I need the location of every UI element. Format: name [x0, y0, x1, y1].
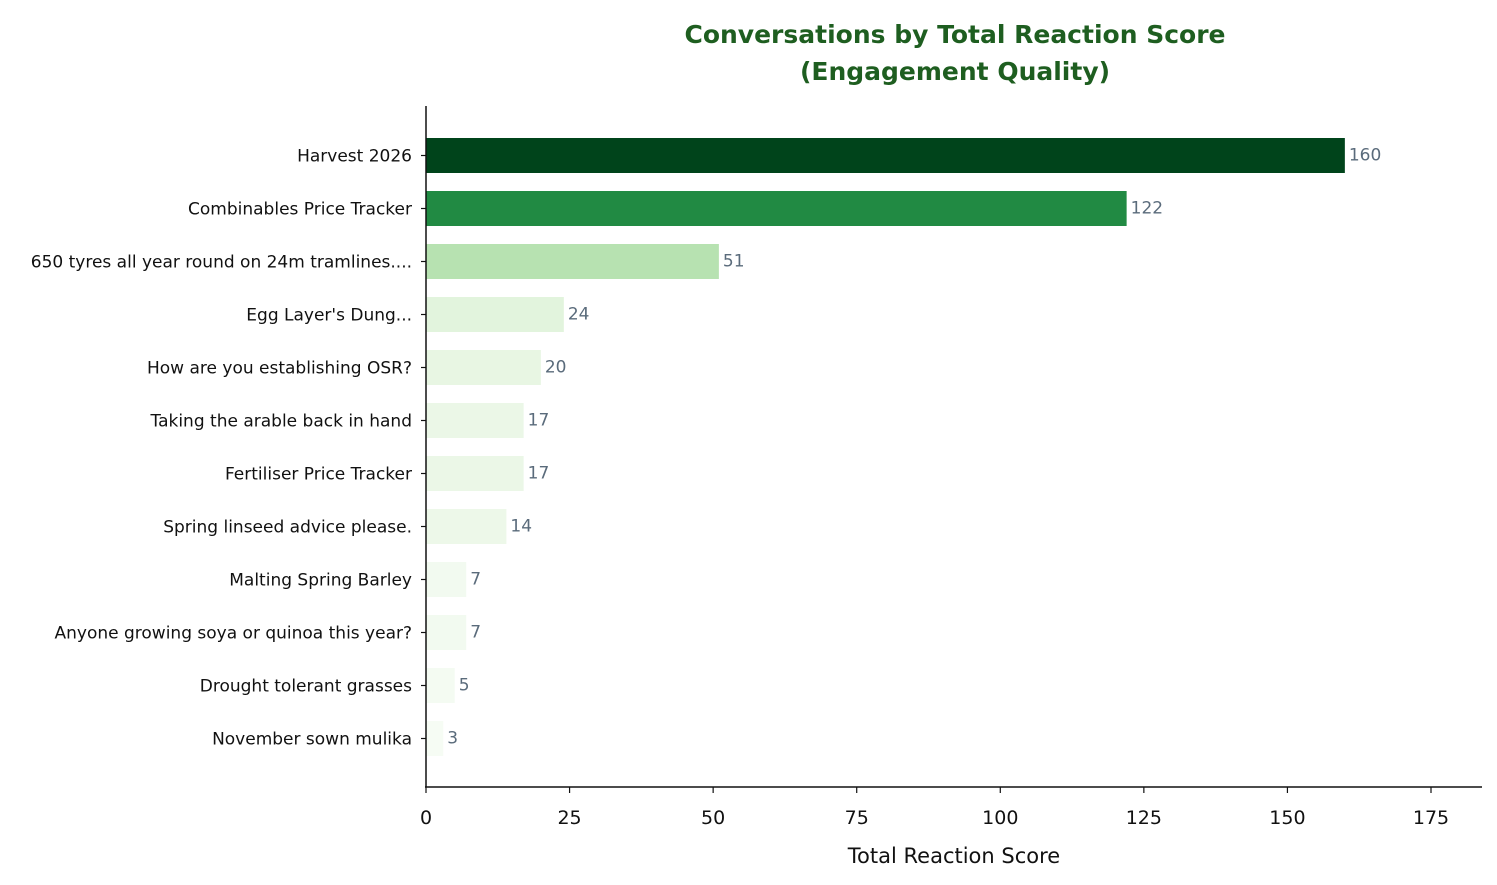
category-label: Drought tolerant grasses — [200, 677, 412, 697]
bar-8 — [426, 509, 507, 544]
value-label: 14 — [510, 517, 532, 537]
bar-11 — [426, 668, 455, 703]
bar-1 — [426, 138, 1345, 173]
bar-5 — [426, 350, 541, 385]
category-label: Fertiliser Price Tracker — [225, 465, 412, 485]
x-tick-label: 175 — [1413, 807, 1449, 829]
value-label: 122 — [1131, 199, 1163, 219]
x-tick-label: 100 — [982, 807, 1018, 829]
category-label: Anyone growing soya or quinoa this year? — [55, 624, 413, 644]
value-label: 7 — [470, 623, 481, 643]
bar-2 — [426, 191, 1127, 226]
category-label: 650 tyres all year round on 24m tramline… — [31, 253, 412, 273]
category-label: Combinables Price Tracker — [188, 200, 412, 220]
category-label: November sown mulika — [212, 730, 412, 750]
x-tick-label: 75 — [845, 807, 869, 829]
value-label: 20 — [545, 358, 567, 378]
x-axis-title: Total Reaction Score — [847, 844, 1060, 868]
category-label: Spring linseed advice please. — [163, 518, 412, 538]
x-tick-label: 0 — [420, 807, 432, 829]
bar-10 — [426, 615, 467, 650]
value-label: 3 — [447, 729, 458, 749]
x-tick-label: 25 — [557, 807, 581, 829]
x-tick-label: 150 — [1269, 807, 1305, 829]
bar-4 — [426, 297, 564, 332]
value-label: 7 — [470, 570, 481, 590]
bars-group — [426, 138, 1345, 756]
category-label: Malting Spring Barley — [229, 571, 412, 591]
value-label: 17 — [528, 411, 550, 431]
category-label: Egg Layer's Dung... — [246, 306, 412, 326]
value-labels-group: 160 122 51 24 20 17 17 14 7 7 5 3 — [447, 146, 1381, 749]
value-label: 5 — [459, 676, 470, 696]
value-label: 24 — [568, 305, 590, 325]
chart-title-line-2: (Engagement Quality) — [800, 57, 1110, 86]
category-label: Taking the arable back in hand — [150, 412, 413, 432]
category-label: How are you establishing OSR? — [147, 359, 412, 379]
bar-7 — [426, 456, 524, 491]
bar-9 — [426, 562, 467, 597]
value-label: 17 — [528, 464, 550, 484]
x-ticks-group: 0 25 50 75 100 125 150 175 — [420, 787, 1449, 829]
value-label: 160 — [1349, 146, 1381, 166]
x-tick-label: 50 — [701, 807, 725, 829]
chart-title-line-1: Conversations by Total Reaction Score — [684, 20, 1225, 49]
value-label: 51 — [723, 252, 745, 272]
bar-3 — [426, 244, 719, 279]
bar-6 — [426, 403, 524, 438]
x-tick-label: 125 — [1126, 807, 1162, 829]
category-labels-group: Harvest 2026 Combinables Price Tracker 650… — [31, 147, 426, 750]
category-label: Harvest 2026 — [297, 147, 412, 167]
bar-12 — [426, 721, 444, 756]
